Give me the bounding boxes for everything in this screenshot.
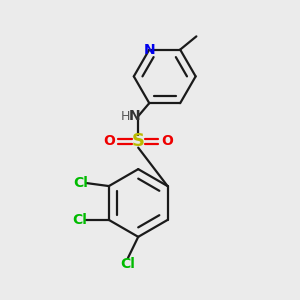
Text: O: O xyxy=(104,134,116,148)
Text: Cl: Cl xyxy=(73,176,88,190)
Text: Cl: Cl xyxy=(121,257,135,271)
Text: N: N xyxy=(129,109,140,123)
Text: S: S xyxy=(132,132,145,150)
Text: Cl: Cl xyxy=(72,213,87,227)
Text: N: N xyxy=(143,43,155,57)
Text: H: H xyxy=(121,110,130,123)
Text: O: O xyxy=(161,134,173,148)
